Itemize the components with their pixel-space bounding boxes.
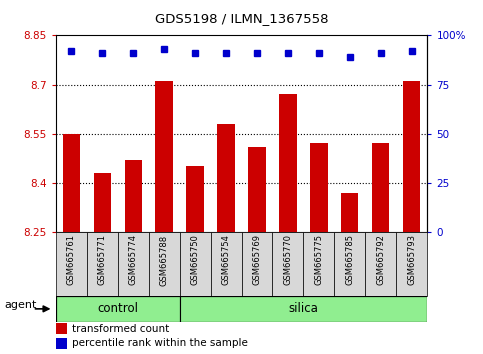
Text: silica: silica: [288, 302, 318, 315]
Bar: [62, 133, 80, 232]
Text: GSM665750: GSM665750: [190, 234, 199, 285]
Bar: [94, 173, 111, 232]
Text: GSM665775: GSM665775: [314, 234, 324, 285]
Text: GSM665771: GSM665771: [98, 234, 107, 285]
Bar: [242, 232, 272, 296]
Text: control: control: [97, 302, 138, 315]
Bar: [334, 232, 366, 296]
Bar: [149, 232, 180, 296]
Text: GSM665774: GSM665774: [128, 234, 138, 285]
Text: GSM665785: GSM665785: [345, 234, 355, 285]
Bar: [86, 232, 117, 296]
Bar: [403, 81, 421, 232]
Bar: [280, 94, 297, 232]
Bar: [217, 124, 235, 232]
Text: GSM665792: GSM665792: [376, 234, 385, 285]
Bar: [125, 160, 142, 232]
Text: GSM665769: GSM665769: [253, 234, 261, 285]
Bar: [56, 338, 67, 349]
Bar: [341, 193, 358, 232]
Bar: [397, 232, 427, 296]
Bar: [56, 232, 86, 296]
Bar: [186, 166, 203, 232]
Bar: [117, 232, 149, 296]
Text: GSM665761: GSM665761: [67, 234, 75, 285]
Bar: [56, 323, 67, 334]
Text: GSM665793: GSM665793: [408, 234, 416, 285]
Text: GDS5198 / ILMN_1367558: GDS5198 / ILMN_1367558: [155, 12, 328, 25]
Bar: [366, 232, 397, 296]
Text: agent: agent: [5, 300, 37, 310]
Bar: [180, 232, 211, 296]
Bar: [180, 296, 427, 321]
Bar: [272, 232, 303, 296]
Text: percentile rank within the sample: percentile rank within the sample: [72, 338, 248, 348]
Text: GSM665788: GSM665788: [159, 234, 169, 286]
Bar: [372, 143, 389, 232]
Bar: [156, 81, 172, 232]
Bar: [303, 232, 334, 296]
Bar: [311, 143, 327, 232]
Text: transformed count: transformed count: [72, 324, 170, 334]
Bar: [211, 232, 242, 296]
Bar: [56, 296, 180, 321]
Text: GSM665770: GSM665770: [284, 234, 293, 285]
Text: GSM665754: GSM665754: [222, 234, 230, 285]
Bar: [248, 147, 266, 232]
